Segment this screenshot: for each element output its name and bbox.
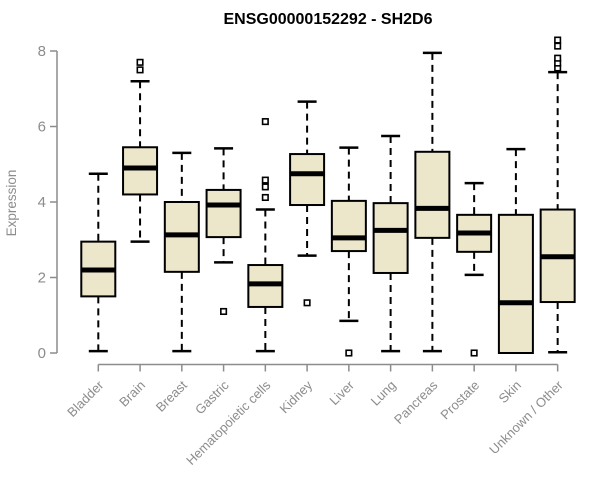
outlier-point	[261, 118, 269, 126]
boxplot-lung	[372, 134, 409, 353]
boxplot-gastric	[205, 147, 242, 316]
boxplot-breast	[163, 151, 200, 353]
iqr-box	[414, 150, 451, 239]
iqr-box	[205, 188, 242, 239]
outlier-point	[303, 299, 311, 307]
box-series	[80, 36, 576, 357]
outlier-point	[554, 54, 562, 62]
boxplot-hematopoietic-cells	[247, 118, 284, 353]
y-tick-label: 4	[38, 194, 46, 211]
outlier-point	[136, 58, 144, 66]
y-tick-label: 8	[38, 43, 46, 60]
outlier-point	[345, 349, 353, 357]
iqr-box	[372, 202, 409, 274]
boxplot-skin	[497, 147, 534, 354]
outlier-point	[470, 349, 478, 357]
boxplot-unknown-other	[539, 36, 576, 354]
boxplot-brain	[122, 58, 159, 243]
boxplot-pancreas	[414, 51, 451, 353]
boxplot-kidney	[289, 100, 326, 307]
y-axis-title: Expression	[4, 170, 19, 237]
outlier-point	[554, 42, 562, 50]
y-tick-label: 2	[38, 270, 46, 287]
iqr-box	[289, 153, 326, 207]
boxplot-bladder	[80, 172, 117, 353]
outlier-point	[261, 193, 269, 202]
boxplot-prostate	[456, 181, 493, 357]
iqr-box	[330, 199, 367, 253]
outlier-point	[554, 36, 562, 44]
outlier-point	[220, 307, 228, 316]
outlier-point	[136, 66, 144, 74]
iqr-box	[497, 213, 534, 354]
y-tick-label: 6	[38, 119, 46, 136]
chart-title: ENSG00000152292 - SH2D6	[223, 11, 432, 28]
outlier-point	[261, 176, 269, 184]
y-axis: 0 2 4 6 8	[38, 43, 58, 362]
y-tick-label: 0	[38, 345, 46, 362]
iqr-box	[122, 146, 159, 196]
outlier-point	[261, 183, 269, 191]
boxplot-liver	[330, 146, 367, 357]
